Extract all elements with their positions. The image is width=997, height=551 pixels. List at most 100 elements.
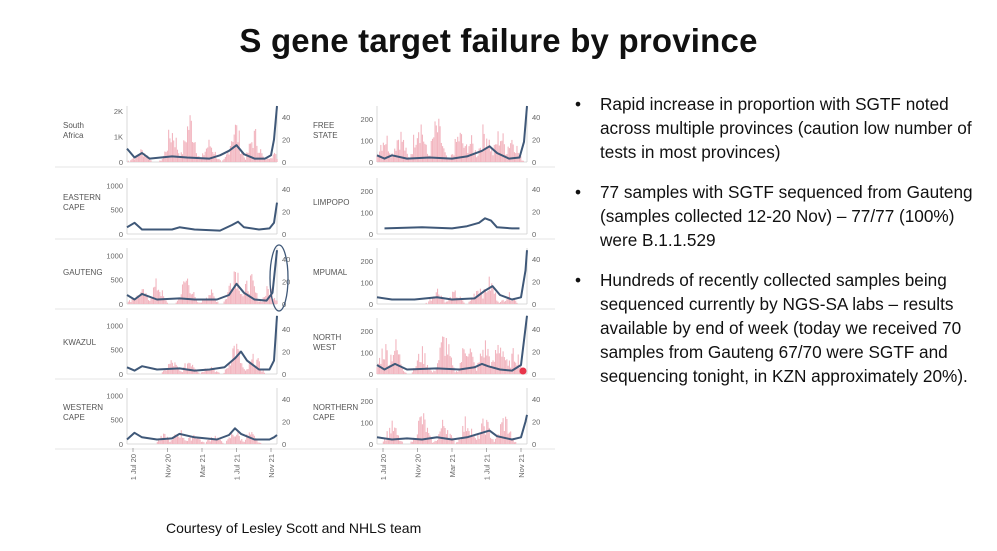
count-bar bbox=[261, 371, 263, 374]
count-bar bbox=[207, 298, 209, 304]
province-label: MPUMAL bbox=[313, 268, 348, 277]
count-bar bbox=[458, 141, 460, 162]
count-bar bbox=[198, 437, 200, 444]
count-bar bbox=[510, 431, 512, 444]
count-bar bbox=[231, 433, 233, 444]
count-bar bbox=[244, 159, 247, 162]
count-bar bbox=[200, 441, 202, 444]
count-bar bbox=[195, 370, 197, 374]
count-bar bbox=[387, 365, 389, 374]
count-bar bbox=[267, 289, 269, 304]
left-tick-label: 0 bbox=[119, 158, 123, 167]
count-bar bbox=[251, 274, 253, 304]
count-bar bbox=[190, 120, 192, 162]
left-tick-label: 0 bbox=[119, 440, 123, 449]
count-bar bbox=[488, 356, 490, 374]
count-bar bbox=[246, 369, 248, 374]
count-bar bbox=[239, 293, 242, 304]
right-tick-label: 40 bbox=[532, 395, 540, 404]
count-bar bbox=[439, 126, 441, 162]
count-bar bbox=[202, 441, 204, 444]
count-bar bbox=[447, 354, 449, 374]
count-bar bbox=[132, 158, 134, 162]
count-bar bbox=[224, 369, 226, 374]
count-bar bbox=[204, 151, 206, 162]
count-bar bbox=[188, 362, 190, 374]
count-bar bbox=[401, 141, 403, 162]
count-bar bbox=[179, 158, 181, 162]
count-bar bbox=[171, 133, 173, 162]
left-tick-label: 100 bbox=[360, 136, 373, 145]
count-bar bbox=[268, 295, 271, 304]
count-bar bbox=[516, 145, 518, 162]
count-bar bbox=[144, 153, 146, 162]
count-bar bbox=[494, 292, 497, 304]
count-bar bbox=[136, 155, 138, 162]
province-label: LIMPOPO bbox=[313, 198, 349, 207]
count-bar bbox=[459, 132, 461, 162]
count-bar bbox=[444, 302, 446, 304]
count-bar bbox=[127, 301, 129, 304]
count-bar bbox=[498, 302, 500, 304]
count-bar bbox=[413, 368, 415, 374]
count-bar bbox=[415, 438, 417, 444]
count-bar bbox=[439, 298, 441, 304]
count-bar bbox=[494, 350, 497, 374]
count-bar bbox=[239, 363, 242, 374]
count-bar bbox=[419, 362, 421, 374]
count-bar bbox=[453, 440, 455, 444]
count-bar bbox=[511, 438, 513, 444]
count-bar bbox=[382, 359, 384, 374]
count-bar bbox=[247, 368, 249, 374]
count-bar bbox=[389, 364, 391, 374]
count-bar bbox=[462, 348, 464, 374]
count-bar bbox=[467, 153, 469, 162]
count-bar bbox=[426, 427, 429, 444]
count-bar bbox=[213, 369, 215, 374]
count-bar bbox=[170, 440, 172, 444]
count-bar bbox=[496, 353, 498, 374]
count-bar bbox=[476, 439, 478, 444]
count-bar bbox=[493, 441, 495, 444]
count-bar bbox=[479, 147, 481, 162]
left-tick-label: 200 bbox=[360, 257, 373, 266]
count-bar bbox=[484, 147, 487, 162]
count-bar bbox=[501, 300, 503, 304]
count-bar bbox=[477, 290, 479, 304]
count-bar bbox=[443, 299, 445, 304]
right-tick-label: 20 bbox=[282, 136, 290, 145]
count-bar bbox=[232, 289, 234, 304]
count-bar bbox=[203, 442, 205, 444]
count-bar bbox=[447, 301, 449, 304]
count-bar bbox=[454, 290, 456, 304]
left-tick-label: 1000 bbox=[106, 251, 123, 260]
bullet-text: 77 samples with SGTF sequenced from Gaut… bbox=[600, 182, 973, 250]
count-bar bbox=[215, 440, 218, 444]
count-bar bbox=[418, 132, 420, 162]
count-bar bbox=[223, 301, 225, 304]
count-bar bbox=[391, 153, 393, 162]
count-bar bbox=[242, 367, 244, 374]
count-bar bbox=[491, 148, 493, 162]
count-bar bbox=[471, 135, 473, 162]
count-bar bbox=[161, 437, 163, 444]
left-tick-label: 0 bbox=[119, 300, 123, 309]
count-bar bbox=[260, 442, 262, 444]
count-bar bbox=[188, 129, 190, 162]
count-bar bbox=[418, 353, 420, 374]
count-bar bbox=[142, 289, 144, 304]
left-tick-label: 100 bbox=[360, 208, 373, 217]
count-bar bbox=[444, 355, 446, 374]
count-bar bbox=[399, 149, 401, 162]
right-tick-label: 0 bbox=[532, 158, 536, 167]
count-bar bbox=[207, 370, 209, 374]
count-bar bbox=[424, 353, 426, 374]
count-bar bbox=[134, 298, 136, 304]
count-bar bbox=[507, 146, 509, 162]
count-bar bbox=[184, 440, 186, 444]
count-bar bbox=[418, 420, 420, 444]
count-bar bbox=[241, 363, 243, 374]
count-bar bbox=[435, 369, 437, 374]
count-bar bbox=[241, 439, 243, 444]
left-tick-label: 1000 bbox=[106, 181, 123, 190]
